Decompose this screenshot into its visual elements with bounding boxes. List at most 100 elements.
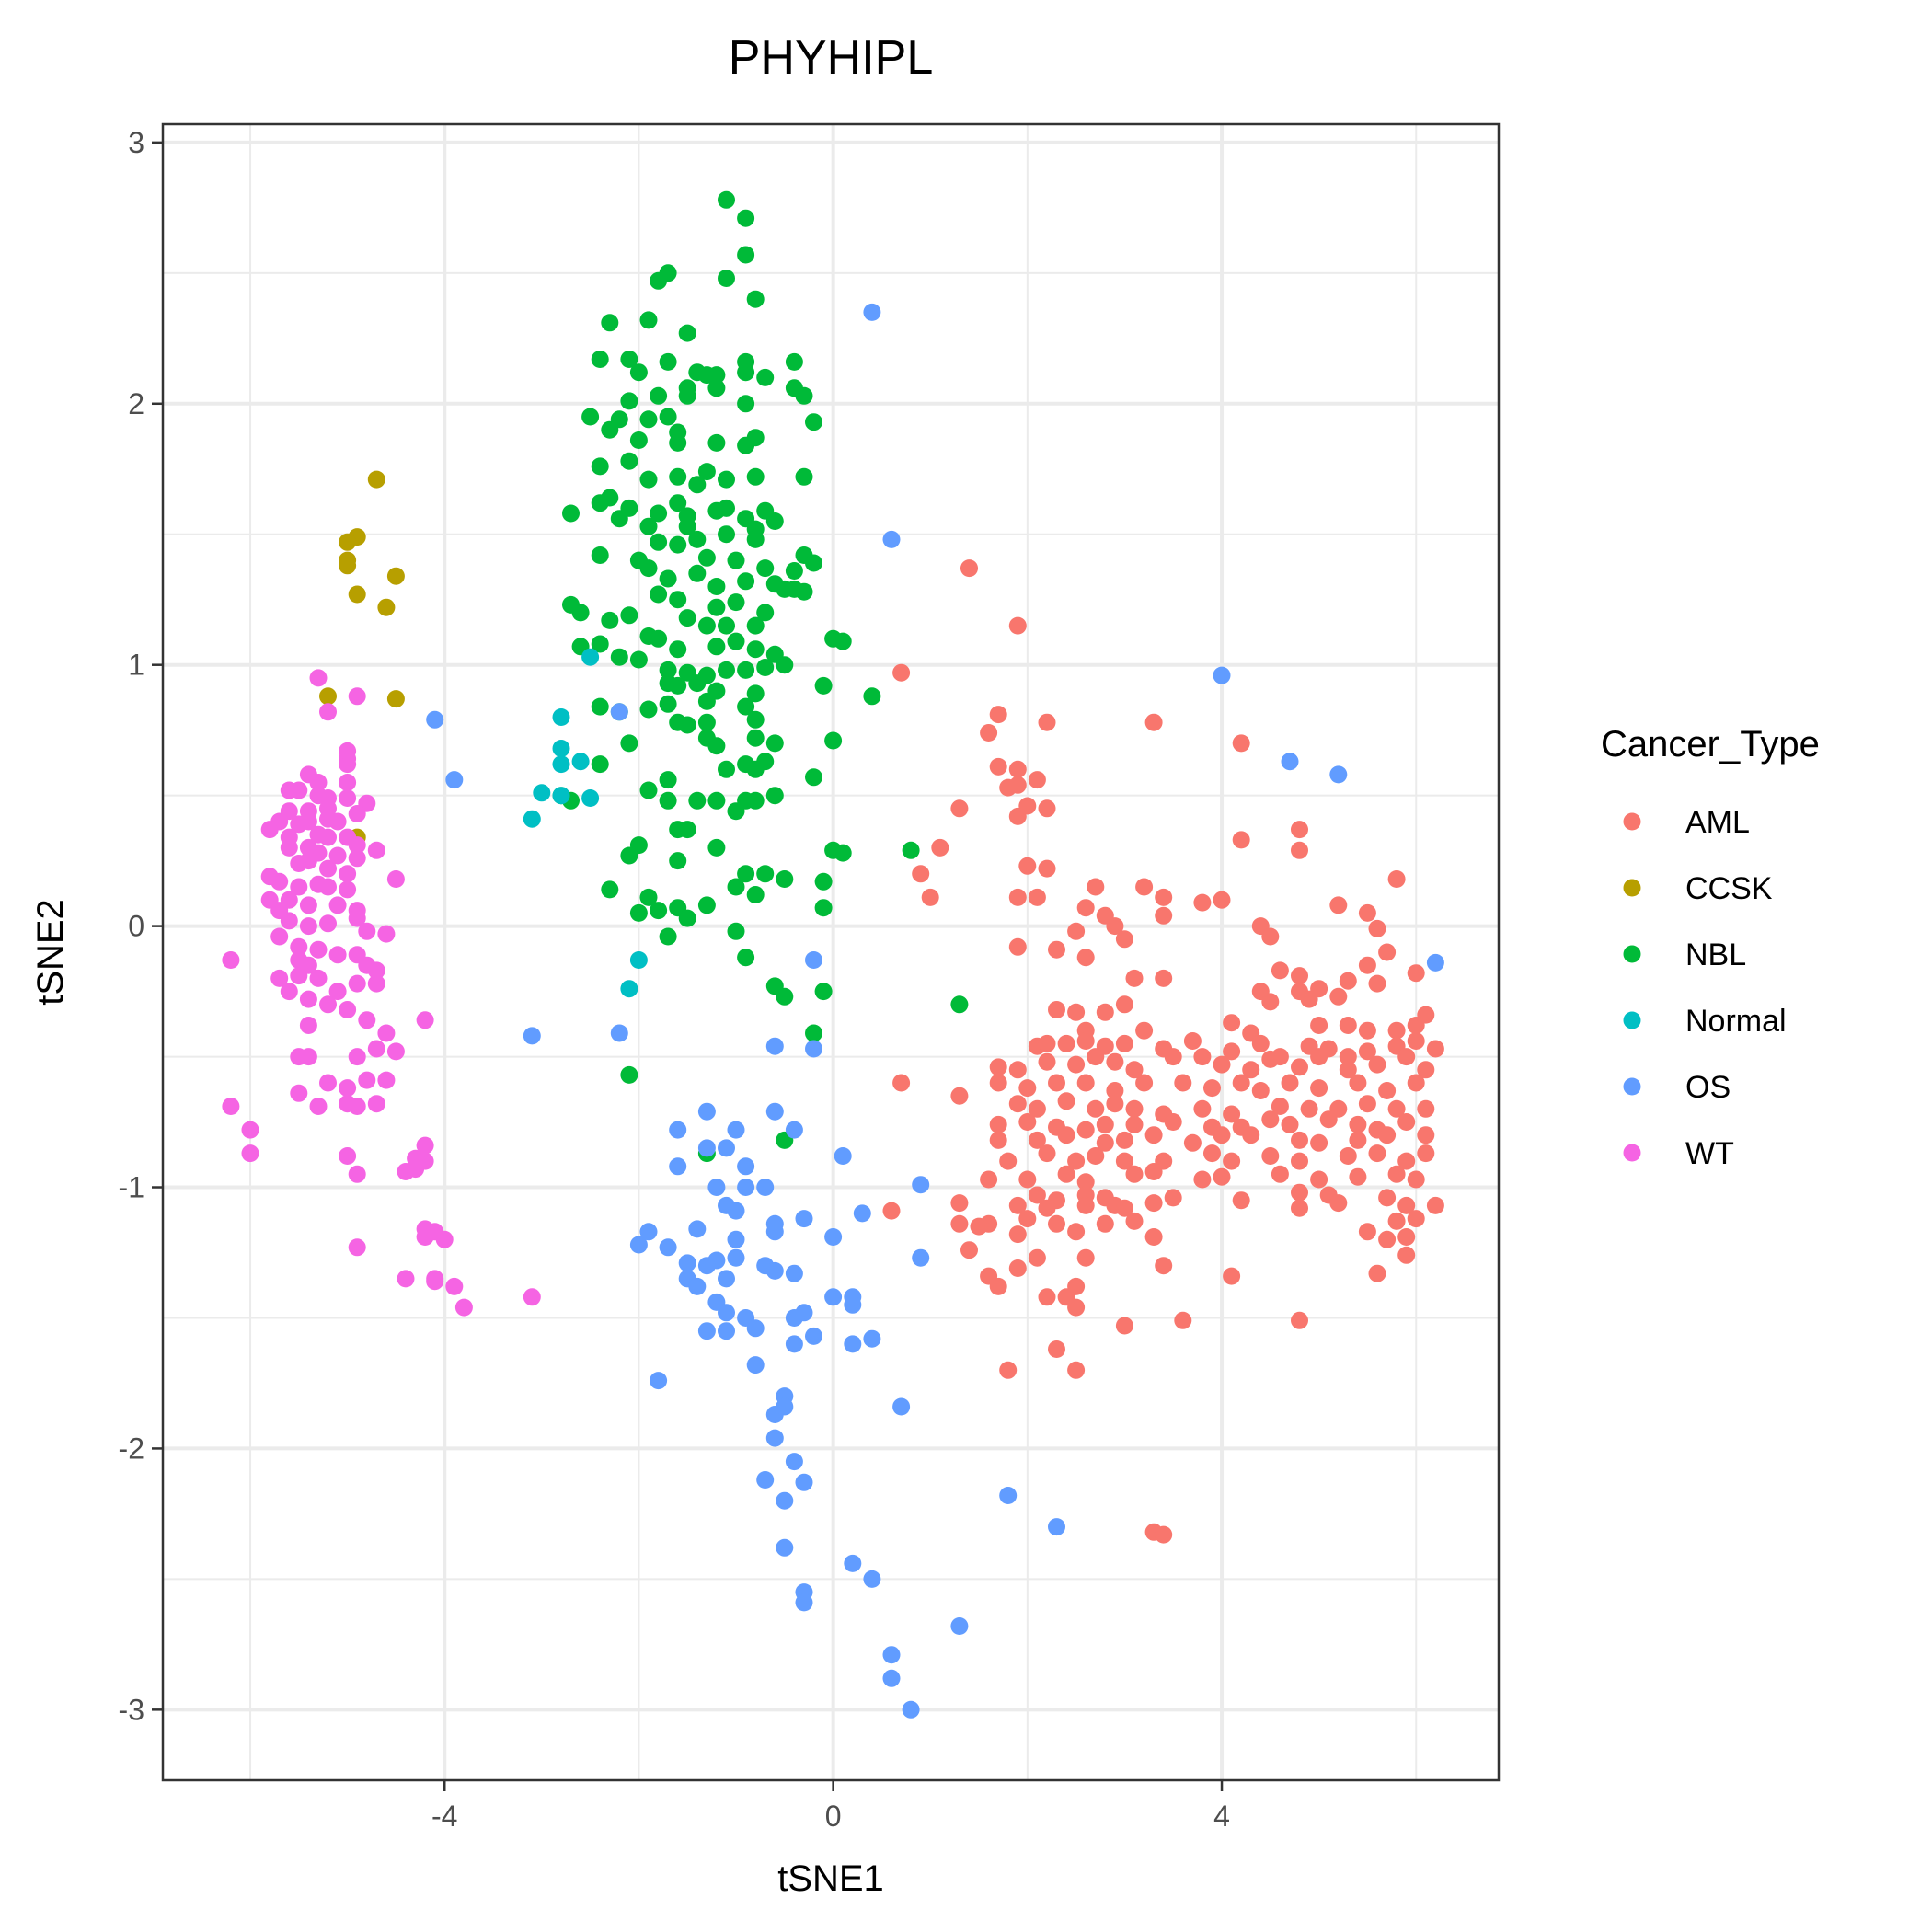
data-point — [999, 1487, 1018, 1504]
data-point — [1155, 1257, 1173, 1275]
data-point — [756, 865, 775, 883]
data-point — [386, 870, 405, 888]
data-point — [1155, 906, 1173, 925]
data-point — [339, 557, 357, 575]
legend-key — [1623, 1011, 1641, 1029]
data-point — [1076, 1173, 1095, 1191]
data-point — [1291, 1183, 1308, 1202]
data-point — [1339, 972, 1357, 990]
data-point — [426, 710, 444, 729]
data-point — [989, 1074, 1007, 1092]
data-point — [1232, 831, 1250, 849]
data-point — [765, 512, 784, 530]
data-point — [1135, 878, 1154, 896]
data-point — [1378, 1126, 1397, 1144]
data-point — [718, 1270, 735, 1288]
data-point — [639, 1223, 658, 1241]
data-point — [912, 1248, 930, 1267]
data-point — [765, 1406, 784, 1423]
data-point — [795, 467, 813, 486]
data-point — [1028, 1248, 1046, 1267]
y-tick-label: -1 — [119, 1171, 144, 1204]
data-point — [814, 983, 833, 1001]
data-point — [659, 569, 677, 588]
data-point — [1339, 1048, 1357, 1066]
data-point — [1281, 1115, 1299, 1133]
data-point — [1223, 1105, 1241, 1123]
data-point — [697, 713, 716, 731]
data-point — [581, 789, 600, 807]
data-point — [591, 494, 609, 512]
data-point — [552, 755, 570, 774]
data-point — [290, 878, 308, 896]
data-point — [299, 1048, 317, 1066]
data-point — [765, 787, 784, 805]
data-point — [697, 548, 716, 567]
data-point — [319, 878, 337, 896]
data-point — [989, 757, 1007, 776]
data-point — [746, 684, 765, 703]
data-points — [222, 190, 1444, 1719]
data-point — [1125, 1115, 1144, 1133]
data-point — [892, 663, 911, 682]
data-point — [1008, 760, 1027, 778]
data-point — [659, 352, 677, 371]
data-point — [445, 771, 464, 789]
legend-item-ccsk: CCSK — [1623, 871, 1773, 906]
data-point — [863, 1329, 881, 1348]
data-point — [270, 927, 289, 946]
data-point — [650, 902, 668, 920]
legend-key — [1623, 1077, 1641, 1096]
data-point — [844, 1335, 862, 1353]
data-point — [1164, 1048, 1182, 1066]
data-point — [1397, 1152, 1416, 1170]
data-point — [727, 878, 745, 896]
data-point — [1349, 1131, 1367, 1149]
data-point — [1397, 1246, 1416, 1264]
data-point — [1057, 1165, 1075, 1183]
data-point — [601, 880, 619, 899]
data-point — [795, 1593, 813, 1612]
data-point — [1417, 1006, 1435, 1024]
data-point — [1096, 1115, 1114, 1133]
data-point — [1300, 990, 1318, 1008]
data-point — [1057, 1126, 1075, 1144]
data-point — [1057, 1034, 1075, 1052]
data-point — [882, 1202, 901, 1220]
data-point — [834, 632, 852, 650]
data-point — [1018, 1079, 1037, 1098]
data-point — [746, 1319, 765, 1338]
data-point — [620, 1065, 638, 1084]
data-point — [1096, 1133, 1114, 1152]
data-point — [386, 1042, 405, 1061]
data-point — [1271, 1098, 1289, 1115]
data-point — [785, 1453, 803, 1471]
data-point — [912, 1176, 930, 1194]
data-point — [1407, 1170, 1425, 1189]
data-point — [765, 1261, 784, 1280]
legend-title: Cancer_Type — [1601, 724, 1820, 765]
data-point — [950, 995, 969, 1014]
data-point — [814, 899, 833, 917]
data-point — [407, 1160, 425, 1179]
data-point — [591, 635, 609, 653]
data-point — [746, 616, 765, 635]
data-point — [620, 452, 638, 470]
data-point — [697, 1322, 716, 1340]
data-point — [776, 1538, 794, 1557]
data-point — [319, 703, 337, 721]
data-point — [629, 903, 648, 922]
data-point — [290, 967, 308, 985]
data-point — [853, 1204, 871, 1223]
data-point — [659, 791, 677, 810]
data-point — [1261, 1110, 1280, 1129]
data-point — [1213, 1167, 1231, 1186]
data-point — [756, 604, 775, 622]
y-tick-label: -2 — [119, 1432, 144, 1465]
data-point — [1067, 1055, 1086, 1074]
data-point — [718, 525, 735, 544]
data-point — [445, 1277, 464, 1295]
data-point — [824, 731, 843, 750]
data-point — [697, 616, 716, 635]
data-point — [1310, 1079, 1328, 1098]
